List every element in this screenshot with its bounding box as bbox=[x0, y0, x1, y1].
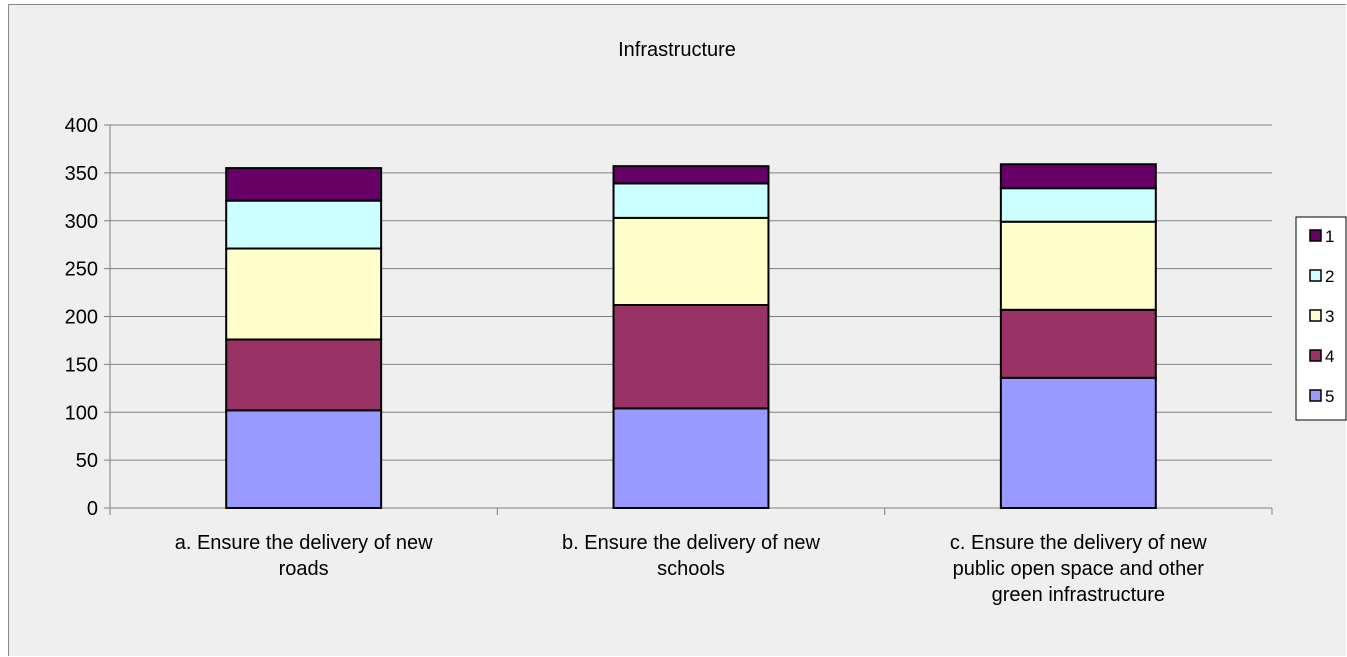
x-category-label: a. Ensure the delivery of new bbox=[175, 532, 433, 554]
bar-segment-series-4 bbox=[225, 338, 383, 412]
bar-segment-series-4 bbox=[999, 308, 1157, 379]
legend-label-2: 2 bbox=[1325, 267, 1334, 286]
bar-segment-series-5 bbox=[225, 409, 383, 509]
y-tick-label: 350 bbox=[65, 163, 98, 185]
y-tick-label: 100 bbox=[65, 402, 98, 424]
y-tick-label: 150 bbox=[65, 354, 98, 376]
chart-title: Infrastructure bbox=[618, 39, 736, 61]
legend-swatch-4 bbox=[1309, 349, 1322, 362]
x-category-label: public open space and other bbox=[953, 558, 1205, 580]
y-tick-label: 400 bbox=[65, 115, 98, 137]
y-tick-label: 0 bbox=[87, 498, 98, 520]
bar-segment-series-5 bbox=[999, 376, 1157, 509]
bar-segment-series-1 bbox=[225, 167, 383, 202]
y-tick-label: 200 bbox=[65, 307, 98, 329]
bar-segment-series-1 bbox=[999, 163, 1157, 190]
axes: 0 50 100 150 200 250 300 350 400 bbox=[65, 115, 1273, 520]
legend-label-3: 3 bbox=[1325, 307, 1334, 326]
y-tick-label: 50 bbox=[76, 450, 98, 472]
bar-segment-series-1 bbox=[612, 165, 770, 185]
legend: 1 2 3 4 5 bbox=[1295, 216, 1347, 421]
x-category-label: roads bbox=[279, 558, 329, 580]
bar-segment-series-4 bbox=[612, 304, 770, 410]
bar-segment-series-3 bbox=[612, 216, 770, 307]
bar-segment-series-3 bbox=[225, 247, 383, 341]
legend-swatch-3 bbox=[1309, 309, 1322, 322]
legend-label-1: 1 bbox=[1325, 227, 1334, 246]
x-category-label: green infrastructure bbox=[992, 584, 1165, 606]
legend-label-4: 4 bbox=[1325, 347, 1334, 366]
legend-swatch-2 bbox=[1309, 269, 1322, 282]
x-category-label: b. Ensure the delivery of new bbox=[562, 532, 820, 554]
bar-segment-series-2 bbox=[612, 182, 770, 219]
bars bbox=[225, 163, 1157, 510]
bar-segment-series-2 bbox=[225, 199, 383, 250]
legend-swatch-5 bbox=[1309, 389, 1322, 402]
x-category-label: c. Ensure the delivery of new bbox=[950, 532, 1207, 554]
bar-segment-series-2 bbox=[999, 187, 1157, 223]
legend-swatch-1 bbox=[1309, 229, 1322, 242]
category-labels: a. Ensure the delivery of new roads b. Ens… bbox=[175, 532, 1208, 606]
y-tick-label: 300 bbox=[65, 211, 98, 233]
legend-label-5: 5 bbox=[1325, 387, 1334, 406]
bar-segment-series-3 bbox=[999, 220, 1157, 311]
y-tick-label: 250 bbox=[65, 259, 98, 281]
bar-segment-series-5 bbox=[612, 407, 770, 510]
x-category-label: schools bbox=[657, 558, 725, 580]
